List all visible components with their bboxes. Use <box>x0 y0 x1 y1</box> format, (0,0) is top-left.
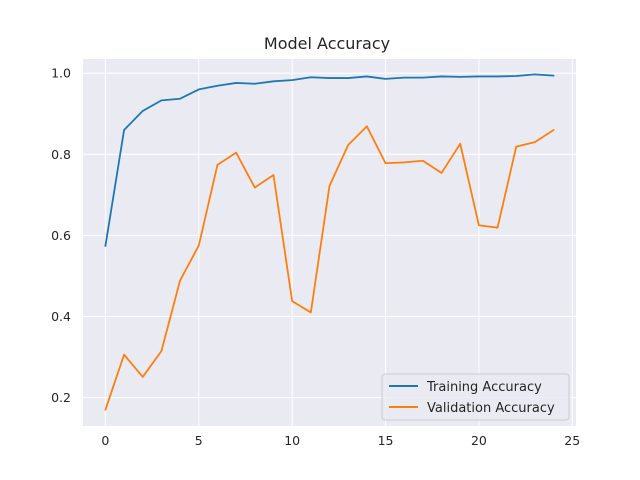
plot-area <box>83 59 576 426</box>
grid <box>83 59 576 426</box>
x-tick-label: 10 <box>284 433 300 448</box>
legend-label-validation: Validation Accuracy <box>427 401 555 416</box>
series-layer <box>104 73 555 411</box>
y-tick-label: 0.4 <box>51 309 71 324</box>
x-tick-label: 15 <box>378 433 394 448</box>
y-tick-label: 1.0 <box>51 66 71 81</box>
y-tick-label: 0.6 <box>51 228 71 243</box>
x-tick-label: 0 <box>101 433 109 448</box>
legend-label-training: Training Accuracy <box>426 380 542 395</box>
training-accuracy-line <box>104 73 555 247</box>
x-tick-label: 5 <box>195 433 203 448</box>
y-tick-label: 0.8 <box>51 147 71 162</box>
y-tick-label: 0.2 <box>51 390 71 405</box>
validation-accuracy-line <box>104 125 555 411</box>
chart-title: Model Accuracy <box>264 34 390 53</box>
tick-labels: 0 5 10 15 20 25 0.2 0.4 0.6 0.8 1.0 <box>51 66 580 448</box>
legend-box <box>381 373 570 421</box>
legend: Training Accuracy Validation Accuracy <box>381 373 570 421</box>
x-tick-label: 25 <box>564 433 580 448</box>
x-tick-label: 20 <box>471 433 487 448</box>
